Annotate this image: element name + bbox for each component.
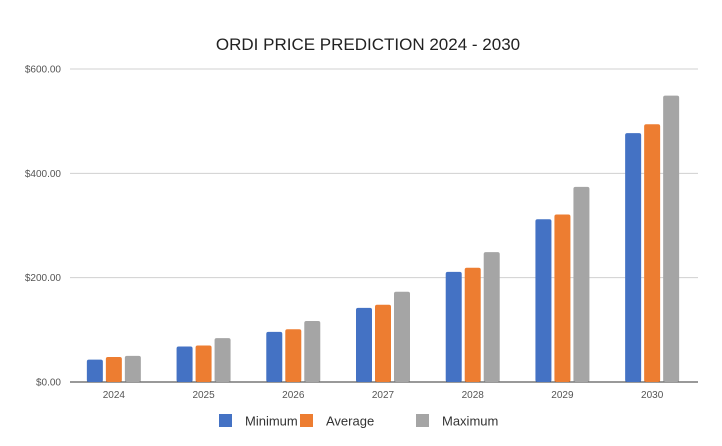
bar-minimum-2026 <box>266 331 283 382</box>
bar-average-2028 <box>464 267 481 382</box>
legend-swatch-average <box>300 414 313 427</box>
y-tick-label: $200.00 <box>25 273 62 284</box>
bar-maximum-2028 <box>483 252 500 382</box>
bar-maximum-2024 <box>124 355 141 382</box>
bar-average-2025 <box>195 345 212 382</box>
bar-average-2029 <box>554 214 571 382</box>
bar-average-2024 <box>105 356 122 382</box>
bar-maximum-2027 <box>394 291 410 382</box>
bar-average-2027 <box>375 304 391 382</box>
bar-average-2026 <box>285 329 302 382</box>
y-tick-label: $0.00 <box>36 378 61 389</box>
y-tick-label: $400.00 <box>25 169 62 180</box>
y-tick-label: $600.00 <box>25 65 62 76</box>
bar-maximum-2030 <box>663 95 680 382</box>
legend-label-minimum: Minimum <box>245 414 298 429</box>
legend-swatch-minimum <box>219 414 232 427</box>
bar-minimum-2029 <box>535 219 552 382</box>
x-tick-label: 2029 <box>551 390 574 401</box>
legend-label-maximum: Maximum <box>442 414 498 429</box>
legend: Minimum Average Maximum <box>219 414 498 429</box>
chart-title: ORDI PRICE PREDICTION 2024 - 2030 <box>216 35 520 54</box>
x-tick-label: 2024 <box>103 390 126 401</box>
bar-maximum-2026 <box>304 320 321 382</box>
x-tick-label: 2028 <box>462 390 485 401</box>
bar-minimum-2027 <box>356 307 372 382</box>
bar-minimum-2028 <box>445 271 462 382</box>
bar-minimum-2030 <box>625 133 642 382</box>
bar-minimum-2025 <box>176 346 193 382</box>
bar-maximum-2029 <box>573 186 590 382</box>
x-tick-label: 2030 <box>641 390 664 401</box>
legend-swatch-maximum <box>416 414 429 427</box>
bar-average-2030 <box>644 124 661 383</box>
x-tick-label: 2026 <box>282 390 305 401</box>
bar-minimum-2024 <box>86 359 103 382</box>
x-tick-label: 2027 <box>372 390 395 401</box>
x-tick-label: 2025 <box>192 390 215 401</box>
bar-maximum-2025 <box>214 338 231 382</box>
legend-label-average: Average <box>326 414 374 429</box>
